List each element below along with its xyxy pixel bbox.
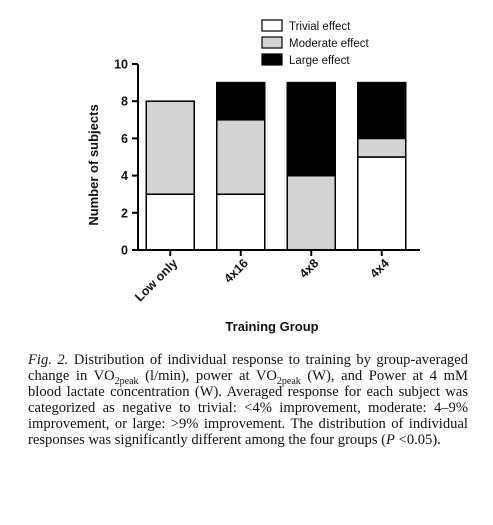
caption-subscript-2: 2peak [276,375,301,387]
figure-label: Fig. 2. [28,352,69,368]
y-axis-label: Number of subjects [86,104,101,225]
bar-segment [286,81,336,177]
bar-segment [357,81,407,140]
x-axis: Low only 4x16 4x8 4x4 [132,249,420,304]
legend-swatch [261,53,283,66]
y-axis: 0 2 4 6 8 10 [114,58,139,258]
stacked-bar-chart: Trivial effect Moderate effect Large effec… [86,19,420,334]
x-axis-label: Training Group [225,319,318,334]
caption-text-4: <0.05). [394,432,441,448]
caption-text-1: Distribution of individual response to t… [28,352,468,384]
legend-swatch [261,36,283,49]
y-tick-label: 10 [114,58,128,72]
figure-caption: Fig. 2. Distribution of individual respo… [28,352,468,448]
bar-segment [286,174,336,251]
x-tick-label: Low only [132,256,180,304]
bar-segment [216,119,266,195]
bar-segment [357,137,407,158]
y-tick-label: 4 [121,169,128,183]
y-tick-label: 2 [121,206,128,220]
legend-swatch [261,19,283,32]
y-tick-label: 0 [121,244,128,258]
bar-segment [216,193,266,251]
bar-segment [357,156,407,251]
chart-legend: Trivial effect Moderate effect Large effec… [261,19,370,67]
caption-subscript-1: 2peak [114,375,139,387]
y-tick-label: 6 [121,132,128,146]
legend-label: Trivial effect [289,21,351,33]
caption-text-2: (l/min), power at VO [138,368,277,384]
bar-segment [145,193,195,251]
bar-segment [145,100,195,195]
y-tick-label: 8 [121,95,128,109]
p-value-symbol: P [386,432,395,448]
caption-text-3: (W), and Power at 4 mM blood lactate con… [28,368,468,448]
chart-bars [145,81,407,251]
x-tick-label: 4x16 [221,256,251,286]
legend-label: Large effect [289,55,350,67]
x-tick-label: 4x4 [367,256,392,281]
legend-label: Moderate effect [289,38,370,50]
x-tick-label: 4x8 [297,256,322,281]
bar-segment [216,81,266,121]
